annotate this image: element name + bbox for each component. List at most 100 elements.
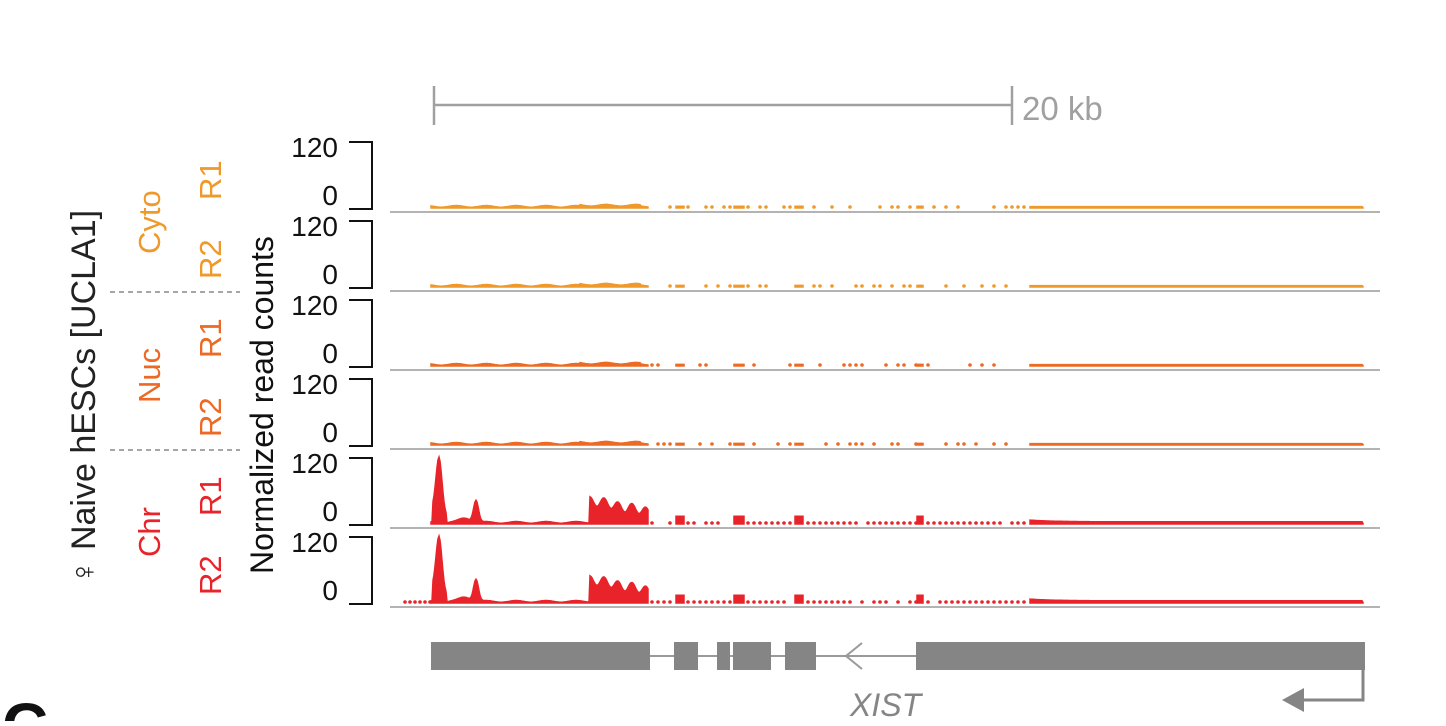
coverage-signal [733, 515, 745, 525]
coverage-dot [866, 521, 870, 525]
coverage-dot [764, 600, 768, 604]
coverage-signal [794, 515, 804, 525]
coverage-signal [733, 284, 745, 288]
coverage-dot [716, 521, 720, 525]
coverage-dot [884, 521, 888, 525]
coverage-dot [992, 521, 996, 525]
coverage-dot [890, 205, 894, 209]
coverage-dot [872, 521, 876, 525]
coverage-dot [980, 521, 984, 525]
coverage-dot [908, 600, 912, 604]
coverage-dot [776, 442, 780, 446]
coverage-dot [980, 600, 984, 604]
coverage-dot [908, 521, 912, 525]
coverage-dot [668, 205, 672, 209]
coverage-dot [764, 521, 768, 525]
coverage-dot [704, 600, 708, 604]
coverage-dot [944, 600, 948, 604]
coverage-dot [962, 442, 966, 446]
coverage-signal [1029, 363, 1364, 367]
coverage-dot [962, 284, 966, 288]
coverage-dot [1016, 521, 1020, 525]
coverage-dot [716, 600, 720, 604]
track-1: 120 0 R1 [193, 132, 1380, 213]
coverage-dot [418, 600, 422, 604]
coverage-dot [758, 521, 762, 525]
replicate-label: R1 [193, 160, 228, 200]
coverage-signal [430, 454, 649, 525]
replicate-label: R2 [193, 555, 228, 595]
coverage-dot [998, 600, 1002, 604]
coverage-dot [860, 363, 864, 367]
coverage-dot [956, 600, 960, 604]
coverage-dot [752, 363, 756, 367]
coverage-signal [916, 284, 924, 288]
coverage-dot [932, 521, 936, 525]
coverage-dot [692, 600, 696, 604]
coverage-dot [1004, 284, 1008, 288]
replicate-label: R1 [193, 318, 228, 358]
coverage-signal [733, 363, 745, 367]
coverage-dot [914, 442, 918, 446]
coverage-dot [890, 284, 894, 288]
coverage-dot [668, 521, 672, 525]
y-axis-label: Normalized read counts [244, 236, 280, 574]
coverage-signal [675, 284, 685, 288]
coverage-signal [430, 533, 649, 604]
coverage-dot [968, 600, 972, 604]
y-tick-label: 120 [291, 290, 338, 321]
coverage-dot [818, 284, 822, 288]
coverage-dot [408, 600, 412, 604]
coverage-dot [908, 205, 912, 209]
coverage-dot [926, 521, 930, 525]
y-tick-label: 0 [322, 417, 338, 448]
coverage-dot [423, 600, 427, 604]
coverage-dot [788, 521, 792, 525]
coverage-dot [842, 363, 846, 367]
coverage-dot [668, 284, 672, 288]
coverage-dot [968, 521, 972, 525]
coverage-dot [824, 521, 828, 525]
coverage-dot [698, 363, 702, 367]
coverage-signal [1029, 519, 1364, 525]
coverage-dot [914, 363, 918, 367]
coverage-dot [746, 284, 750, 288]
exon [431, 642, 650, 670]
coverage-dot [926, 363, 930, 367]
coverage-dot [956, 521, 960, 525]
coverage-dot [728, 205, 732, 209]
coverage-dot [788, 205, 792, 209]
coverage-signal [794, 442, 804, 446]
coverage-dot [1010, 205, 1014, 209]
coverage-dot [854, 521, 858, 525]
coverage-dot [896, 363, 900, 367]
coverage-dot [710, 600, 714, 604]
coverage-dot [776, 600, 780, 604]
coverage-dot [872, 442, 876, 446]
coverage-dot [686, 205, 690, 209]
coverage-dot [992, 442, 996, 446]
coverage-dot [854, 284, 858, 288]
coverage-dot [902, 363, 906, 367]
coverage-dot [746, 205, 750, 209]
coverage-dot [656, 600, 660, 604]
y-axis-bracket [349, 457, 373, 526]
coverage-signal [916, 594, 924, 604]
y-tick-label: 120 [291, 369, 338, 400]
coverage-dot [872, 600, 876, 604]
coverage-dot [782, 205, 786, 209]
coverage-dot [974, 442, 978, 446]
coverage-dot [950, 521, 954, 525]
y-tick-label: 0 [322, 496, 338, 527]
coverage-signal [430, 282, 649, 288]
coverage-dot [716, 284, 720, 288]
coverage-dot [962, 600, 966, 604]
coverage-dot [413, 600, 417, 604]
coverage-dot [944, 205, 948, 209]
coverage-dot [944, 284, 948, 288]
coverage-dot [848, 205, 852, 209]
coverage-dot [656, 363, 660, 367]
coverage-dot [686, 521, 690, 525]
